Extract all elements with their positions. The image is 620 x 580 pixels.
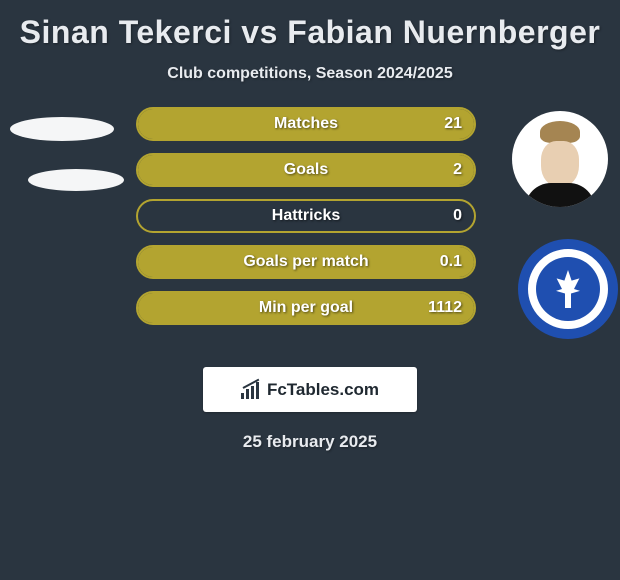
stat-bar: Hattricks 0 (136, 199, 476, 233)
stat-bar-value: 1112 (428, 299, 462, 317)
stat-bar: Matches 21 (136, 107, 476, 141)
brand-card: FcTables.com (203, 367, 417, 412)
avatar-torso (525, 183, 595, 207)
brand-label: FcTables.com (267, 380, 379, 400)
avatar-hair (540, 121, 580, 143)
player-left-avatar-placeholder (10, 117, 124, 191)
avatar-head (541, 141, 579, 187)
club-badge (518, 239, 618, 339)
avatar-ellipse (28, 169, 124, 191)
stat-bar-value: 0 (453, 207, 462, 225)
comparison-stage: Matches 21 Goals 2 Hattricks 0 Goals per match… (0, 111, 620, 351)
stat-bar-value: 2 (453, 161, 462, 179)
stat-bar-label: Matches (274, 115, 338, 133)
stat-bars: Matches 21 Goals 2 Hattricks 0 Goals per match… (136, 107, 476, 337)
stat-bar-label: Goals per match (243, 253, 368, 271)
stat-bar-value: 21 (444, 115, 462, 133)
player-right-avatar (512, 111, 608, 207)
stat-bar-label: Hattricks (272, 207, 340, 225)
club-badge-inner (536, 257, 600, 321)
comparison-title: Sinan Tekerci vs Fabian Nuernberger (0, 0, 620, 51)
comparison-subtitle: Club competitions, Season 2024/2025 (0, 65, 620, 83)
avatar-ellipse (10, 117, 114, 141)
stat-bar: Min per goal 1112 (136, 291, 476, 325)
stat-bar-label: Goals (284, 161, 328, 179)
club-badge-lily-icon (553, 270, 583, 308)
snapshot-date: 25 february 2025 (0, 432, 620, 452)
stat-bar: Goals per match 0.1 (136, 245, 476, 279)
bar-chart-icon (241, 381, 261, 399)
stat-bar-value: 0.1 (440, 253, 462, 271)
stat-bar-label: Min per goal (259, 299, 353, 317)
stat-bar: Goals 2 (136, 153, 476, 187)
